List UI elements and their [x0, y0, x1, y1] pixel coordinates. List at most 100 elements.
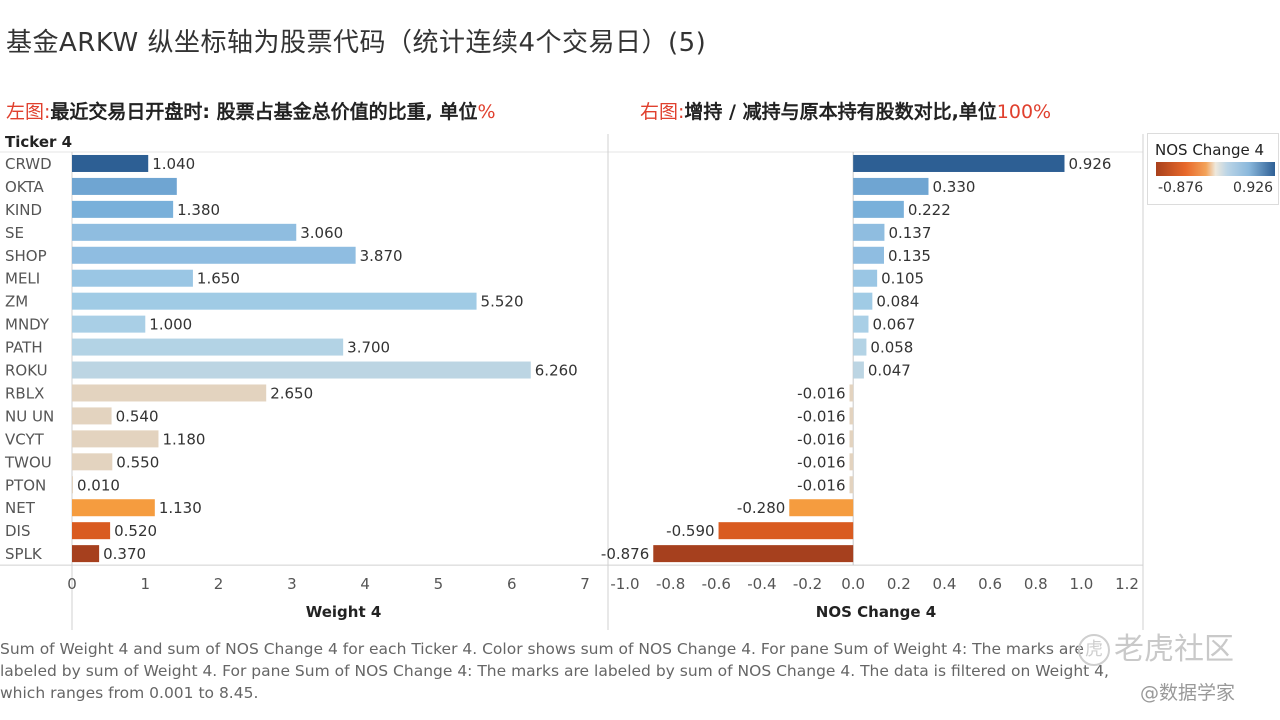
weight-axis-tick: 4 — [360, 575, 370, 593]
nos-change-bar — [850, 407, 854, 424]
nos-axis-tick: 0.6 — [978, 575, 1002, 593]
weight-bar — [72, 545, 99, 562]
nos-change-bar — [853, 224, 884, 241]
legend-max-label: 0.926 — [1233, 180, 1273, 196]
ticker-label: VCYT — [5, 430, 45, 448]
weight-bar — [72, 201, 173, 218]
weight-bar — [72, 522, 110, 539]
nos-value-label: -0.016 — [797, 384, 845, 402]
weight-bar — [72, 316, 145, 333]
ticker-label: ROKU — [5, 362, 48, 380]
weight-bar — [72, 476, 73, 493]
weight-bar — [72, 430, 158, 447]
nos-value-label: 0.067 — [872, 316, 915, 334]
ticker-label: ZM — [5, 293, 28, 311]
weight-axis-tick: 2 — [214, 575, 224, 593]
weight-axis-tick: 5 — [434, 575, 444, 593]
weight-bar — [72, 247, 356, 264]
ticker-label: PTON — [5, 476, 46, 494]
nos-value-label: 0.047 — [868, 362, 911, 380]
nos-value-label: 0.222 — [908, 201, 951, 219]
nos-value-label: -0.016 — [797, 476, 845, 494]
weight-axis-title: Weight 4 — [306, 603, 382, 621]
weight-bar — [72, 270, 193, 287]
ticker-label: RBLX — [5, 384, 44, 402]
nos-axis-tick: 0.0 — [841, 575, 865, 593]
weight-value-label: 2.650 — [270, 384, 313, 402]
weight-value-label: 1.650 — [197, 270, 240, 288]
nos-axis-tick: 1.2 — [1115, 575, 1139, 593]
weight-value-label: 3.060 — [300, 224, 343, 242]
nos-change-bar — [853, 339, 866, 356]
ticker-label: SPLK — [5, 545, 43, 563]
nos-change-bar — [789, 499, 853, 516]
nos-axis-tick: -0.2 — [793, 575, 822, 593]
tiger-icon: 虎 — [1078, 634, 1110, 666]
weight-bar — [72, 362, 531, 379]
weight-value-label: 0.520 — [114, 522, 157, 540]
nos-value-label: -0.016 — [797, 430, 845, 448]
weight-value-label: 5.520 — [481, 293, 524, 311]
nos-change-bar — [853, 178, 928, 195]
weight-axis-tick: 3 — [287, 575, 297, 593]
nos-change-bar — [653, 545, 853, 562]
weight-bar — [72, 224, 296, 241]
weight-value-label: 6.260 — [535, 362, 578, 380]
watermark-handle: @数据学家 — [1140, 678, 1235, 705]
ticker-label: MNDY — [5, 316, 50, 334]
nos-change-bar — [850, 384, 854, 401]
weight-bar — [72, 339, 343, 356]
weight-bar — [72, 178, 177, 195]
nos-value-label: 0.135 — [888, 247, 931, 265]
ticker-label: SE — [5, 224, 24, 242]
ticker-label: NU UN — [5, 407, 54, 425]
legend-gradient — [1156, 162, 1275, 176]
weight-value-label: 3.870 — [360, 247, 403, 265]
nos-value-label: 0.137 — [888, 224, 931, 242]
nos-change-bar — [719, 522, 854, 539]
nos-axis-tick: 1.0 — [1069, 575, 1093, 593]
row-header: Ticker 4 — [5, 133, 72, 151]
nos-axis-tick: 0.4 — [933, 575, 957, 593]
nos-value-label: 0.105 — [881, 270, 924, 288]
weight-axis-tick: 0 — [67, 575, 77, 593]
weight-bar — [72, 453, 112, 470]
nos-value-label: -0.016 — [797, 407, 845, 425]
nos-value-label: 0.058 — [870, 339, 913, 357]
nos-change-bar — [853, 201, 904, 218]
nos-change-bar — [850, 476, 854, 493]
chart-caption: Sum of Weight 4 and sum of NOS Change 4 … — [0, 638, 1140, 704]
weight-bar — [72, 407, 112, 424]
ticker-label: PATH — [5, 339, 43, 357]
ticker-label: NET — [5, 499, 36, 517]
nos-change-bar — [853, 362, 864, 379]
nos-change-bar — [853, 293, 872, 310]
weight-value-label: 1.130 — [159, 499, 202, 517]
ticker-label: KIND — [5, 201, 42, 219]
nos-change-bar — [853, 247, 884, 264]
ticker-label: TWOU — [4, 453, 52, 471]
weight-value-label: 1.040 — [152, 155, 195, 173]
weight-value-label: 3.700 — [347, 339, 390, 357]
weight-value-label: 0.540 — [116, 407, 159, 425]
watermark-logo: 虎老虎社区 — [1078, 624, 1234, 668]
weight-axis-tick: 1 — [141, 575, 151, 593]
nos-value-label: -0.280 — [737, 499, 785, 517]
ticker-label: CRWD — [5, 155, 52, 173]
weight-value-label: 1.380 — [177, 201, 220, 219]
nos-axis-tick: -0.8 — [656, 575, 685, 593]
nos-change-bar — [853, 316, 868, 333]
color-legend[interactable]: NOS Change 4 -0.876 0.926 — [1147, 133, 1279, 205]
nos-axis-tick: 0.8 — [1024, 575, 1048, 593]
weight-bar — [72, 293, 477, 310]
ticker-label: DIS — [5, 522, 31, 540]
nos-axis-tick: -0.6 — [702, 575, 731, 593]
weight-bar — [72, 384, 266, 401]
nos-axis-tick: -0.4 — [747, 575, 776, 593]
nos-change-bar — [853, 270, 877, 287]
nos-value-label: -0.876 — [601, 545, 649, 563]
weight-value-label: 1.180 — [162, 430, 205, 448]
nos-change-bar — [850, 430, 854, 447]
watermark-brand: 老虎社区 — [1114, 632, 1234, 667]
legend-title: NOS Change 4 — [1155, 141, 1264, 159]
